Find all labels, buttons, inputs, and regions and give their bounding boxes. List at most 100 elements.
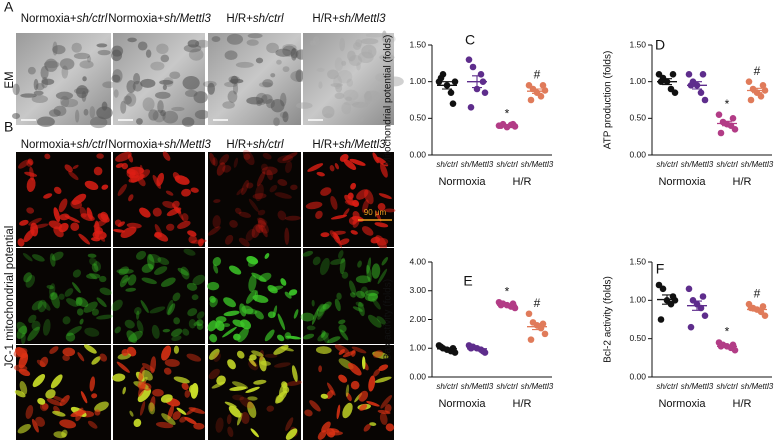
- cell: [172, 411, 181, 420]
- cell: [52, 410, 66, 417]
- panel-label: E: [463, 273, 472, 289]
- cell: [251, 272, 267, 283]
- organelle: [290, 47, 298, 61]
- organelle: [273, 117, 280, 127]
- cell: [334, 163, 340, 170]
- cell: [318, 365, 323, 373]
- significance-mark: #: [754, 64, 761, 78]
- cell: [48, 220, 63, 230]
- organelle: [169, 71, 181, 79]
- data-point: [701, 312, 709, 319]
- significance-mark: *: [725, 97, 730, 111]
- data-point: [537, 93, 545, 100]
- cell: [315, 346, 332, 354]
- cell: [137, 177, 146, 187]
- organelle: [162, 84, 167, 90]
- cell: [173, 317, 181, 325]
- organelle: [255, 92, 268, 105]
- cell: [226, 414, 232, 425]
- cell: [371, 263, 381, 279]
- cell: [379, 412, 388, 425]
- cell: [362, 199, 369, 213]
- cell: [208, 348, 220, 360]
- organelle: [61, 65, 69, 79]
- cell: [209, 152, 216, 166]
- cell: [264, 329, 275, 342]
- cell: [148, 254, 162, 264]
- cell: [291, 365, 298, 382]
- organelle: [41, 78, 55, 85]
- header-condition: Normoxia+: [108, 13, 164, 25]
- group-label: Normoxia: [658, 176, 706, 188]
- significance-mark: #: [754, 286, 761, 300]
- cell: [31, 300, 43, 311]
- cell: [239, 303, 247, 317]
- cell: [330, 195, 338, 210]
- data-point: [729, 115, 737, 122]
- cell: [211, 381, 225, 389]
- cell: [133, 418, 142, 428]
- organelle: [136, 118, 143, 125]
- cell: [236, 350, 245, 359]
- organelle: [96, 106, 113, 120]
- error-bar: [722, 345, 732, 348]
- cell: [385, 423, 395, 432]
- x-tick-label: sh/ctrl: [496, 382, 518, 391]
- organelle: [90, 116, 108, 129]
- organelle: [337, 70, 353, 84]
- x-tick-label: sh/Mettl3: [521, 160, 554, 169]
- y-tick-label: 1.50: [629, 39, 646, 49]
- cell: [96, 297, 107, 308]
- y-axis-title: ATP production (folds): [603, 51, 614, 150]
- cell: [212, 257, 222, 267]
- cell: [173, 376, 190, 384]
- organelle: [89, 106, 96, 119]
- organelle: [152, 109, 166, 123]
- cell: [366, 264, 372, 283]
- cell: [268, 285, 284, 292]
- cell: [212, 157, 218, 167]
- cell: [333, 233, 341, 244]
- cell: [338, 250, 344, 259]
- error-bar: [722, 120, 732, 127]
- em-image: [16, 33, 111, 125]
- cell: [320, 232, 330, 238]
- cell: [342, 208, 350, 217]
- scale-bar-label: 90 μm: [364, 208, 387, 217]
- organelle: [266, 42, 279, 54]
- cell: [58, 293, 65, 300]
- cell: [83, 301, 98, 313]
- cell: [338, 348, 345, 355]
- data-point: [731, 126, 739, 133]
- y-tick-label: 1.50: [409, 39, 426, 49]
- x-tick-label: sh/ctrl: [496, 160, 518, 169]
- cell: [269, 184, 278, 193]
- panel-label: B: [4, 119, 13, 135]
- cell: [43, 193, 53, 199]
- cell: [94, 401, 109, 412]
- y-tick-label: 1.00: [629, 76, 646, 86]
- organelle: [162, 110, 179, 124]
- cell: [152, 207, 162, 217]
- cell: [209, 295, 216, 303]
- cell: [342, 402, 353, 419]
- data-point: [451, 78, 459, 85]
- cell: [141, 277, 157, 285]
- organelle: [365, 33, 384, 38]
- cell: [338, 374, 348, 383]
- cell: [377, 202, 386, 211]
- cell: [122, 277, 131, 284]
- fluorescence-image: [208, 152, 301, 247]
- cell: [91, 308, 99, 316]
- cell: [348, 216, 358, 225]
- cell: [372, 298, 381, 310]
- column-header: H/R+sh/Mettl3: [312, 139, 386, 151]
- data-point: [481, 89, 489, 96]
- cell: [260, 224, 268, 238]
- x-tick-label: sh/ctrl: [436, 382, 458, 391]
- cell: [305, 201, 323, 210]
- cell: [311, 308, 319, 325]
- cell: [229, 220, 238, 228]
- cell: [86, 273, 101, 280]
- organelle: [27, 66, 36, 75]
